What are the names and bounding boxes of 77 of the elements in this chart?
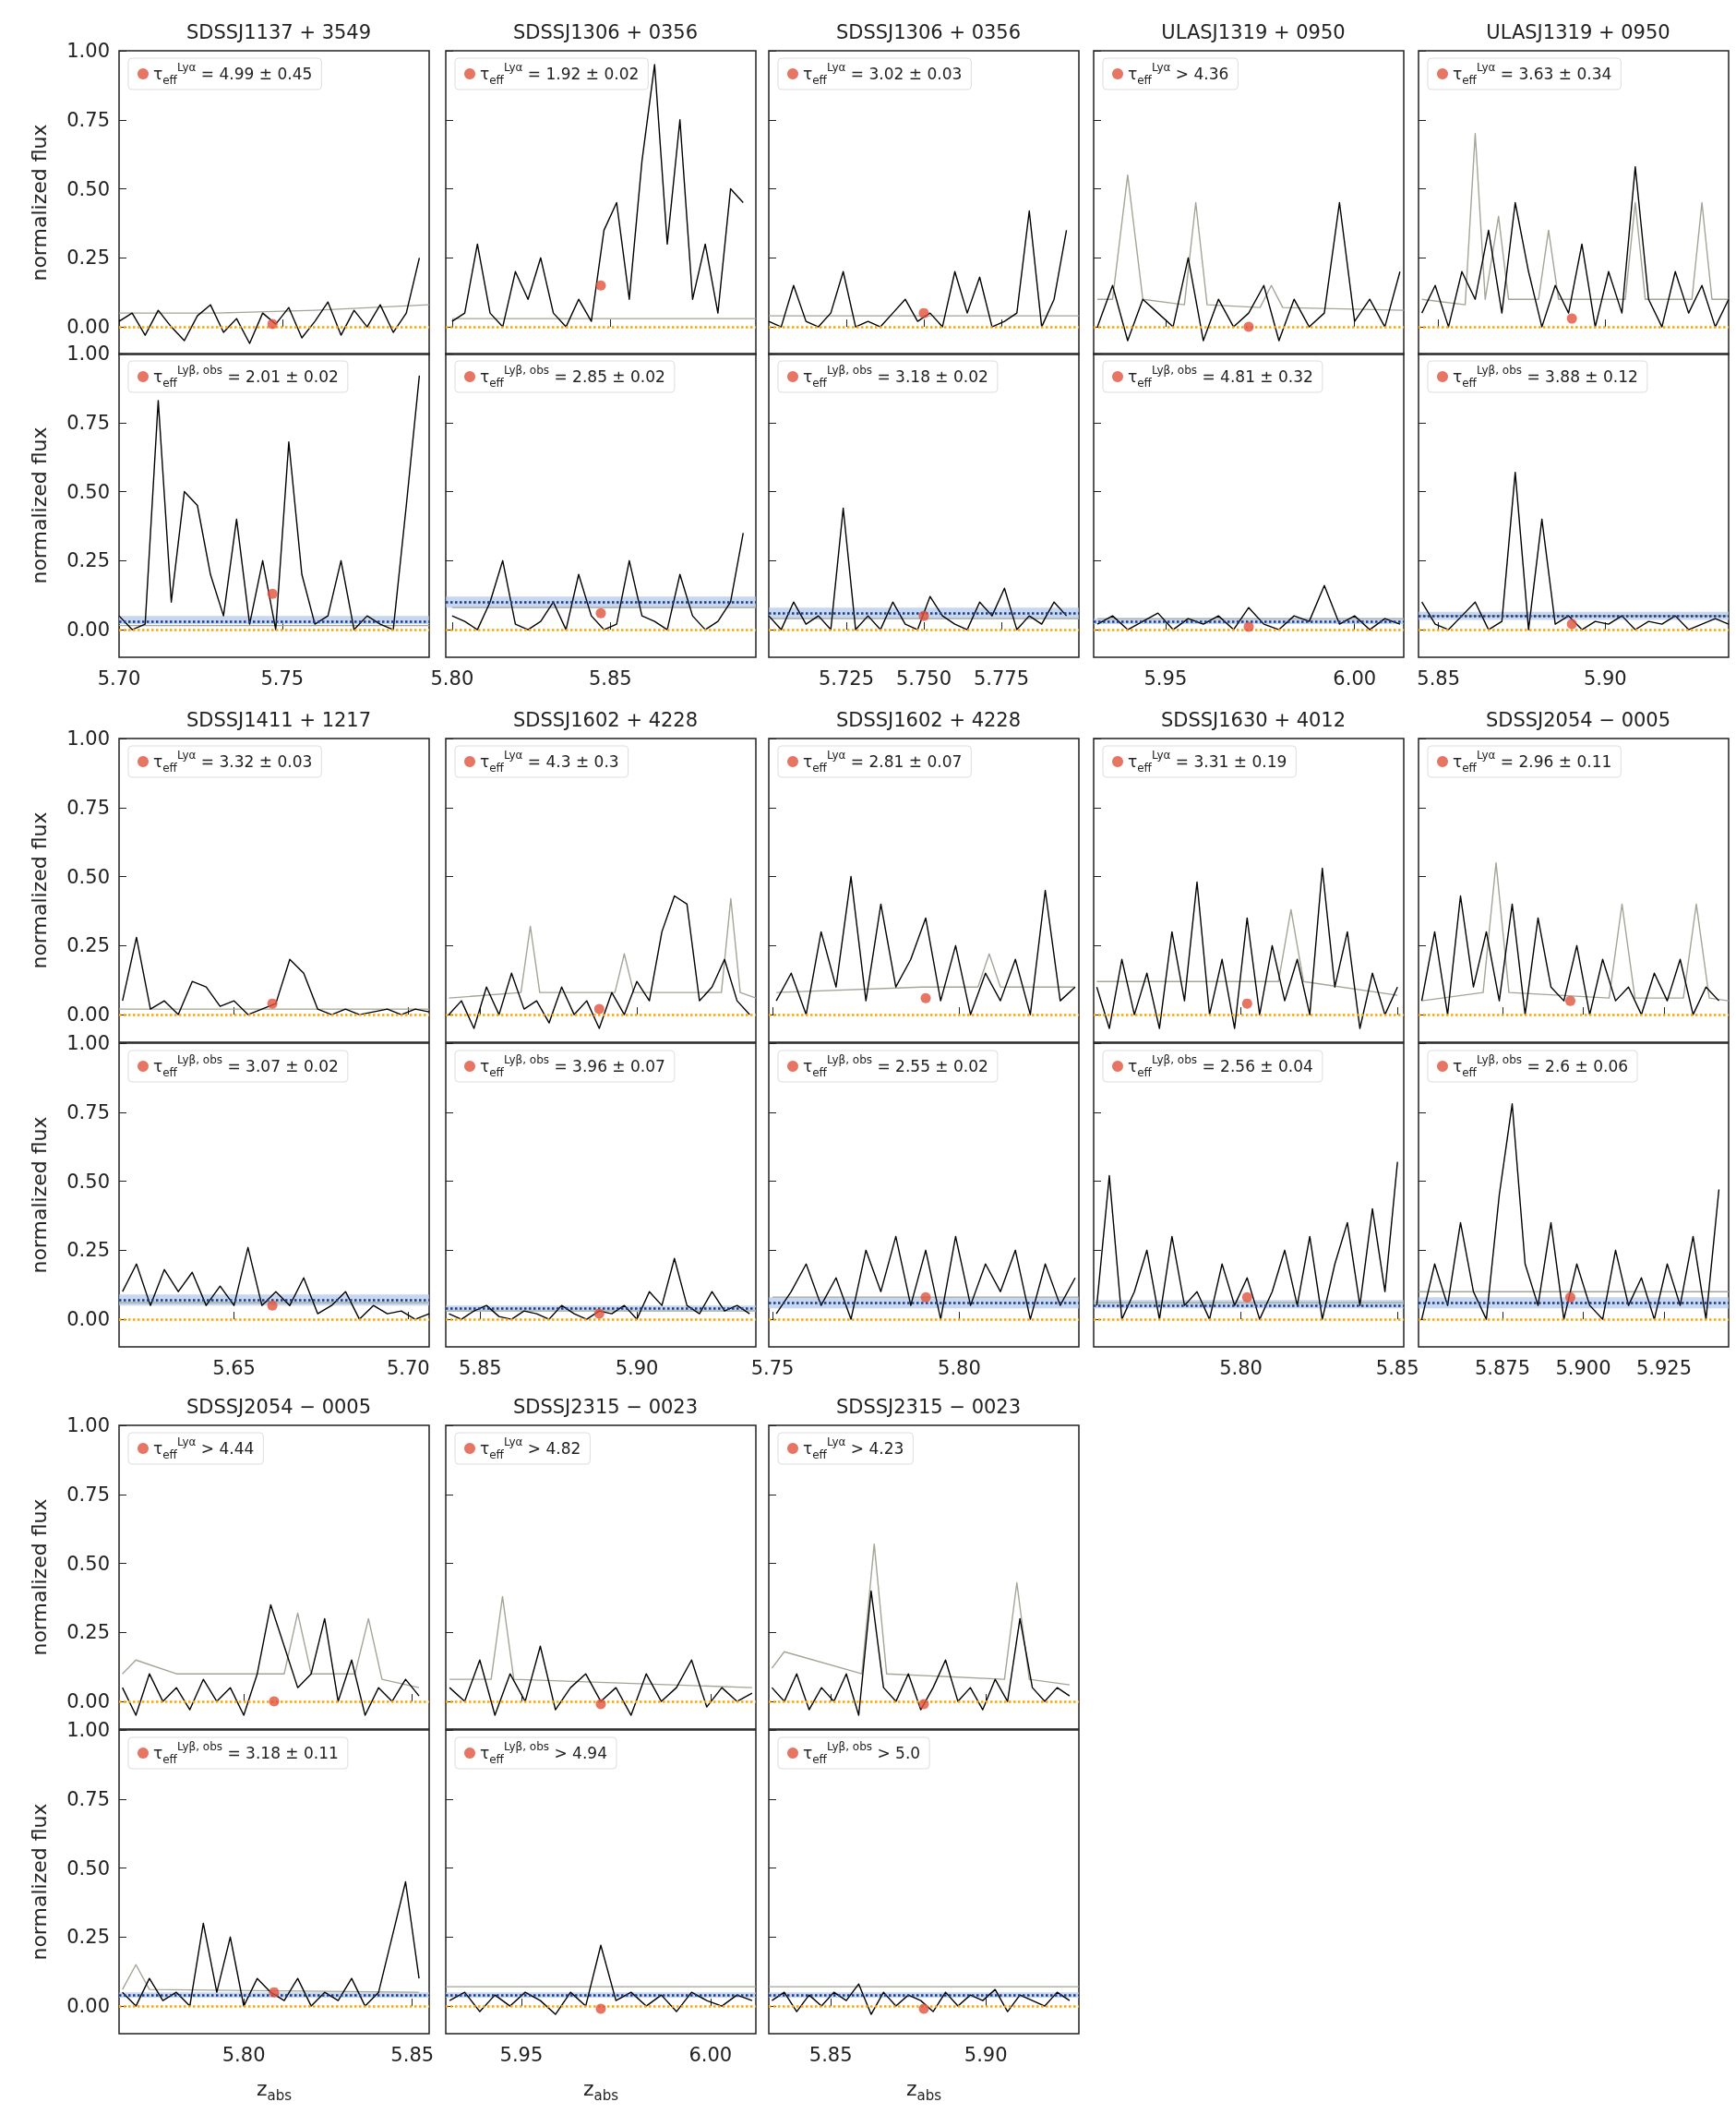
y-tick-label: 0.25 bbox=[66, 1926, 110, 1949]
y-tick-label: 0.25 bbox=[66, 549, 110, 572]
chart-title: SDSSJ2315 − 0023 bbox=[512, 1395, 699, 1418]
y-tick-label: 1.00 bbox=[66, 1032, 110, 1054]
y-tick-label: 1.00 bbox=[66, 40, 110, 62]
y-tick-label: 0.50 bbox=[66, 480, 110, 503]
x-tick-label: 5.70 bbox=[97, 667, 141, 690]
chart-title: ULASJ1319 + 0950 bbox=[1486, 20, 1670, 43]
y-axis-title: normalized flux bbox=[27, 1803, 51, 1961]
y-tick-label: 1.00 bbox=[66, 342, 110, 365]
y-tick-label: 1.00 bbox=[66, 1414, 110, 1436]
y-tick-label: 0.50 bbox=[66, 1170, 110, 1193]
chart-title: SDSSJ2054 − 0005 bbox=[186, 1395, 372, 1418]
x-tick-label: 5.90 bbox=[964, 2043, 1008, 2066]
y-tick-label: 0.50 bbox=[66, 865, 110, 888]
chart-title: SDSSJ1602 + 4228 bbox=[835, 708, 1022, 731]
y-tick-label: 0.75 bbox=[66, 796, 110, 819]
x-tick-label: 5.85 bbox=[808, 2043, 853, 2066]
y-tick-label: 0.50 bbox=[66, 177, 110, 200]
x-tick-label: 6.00 bbox=[688, 2043, 733, 2066]
x-tick-label: 5.925 bbox=[1635, 1356, 1693, 1379]
y-tick-label: 0.25 bbox=[66, 246, 110, 270]
x-tick-label: 5.90 bbox=[1583, 667, 1627, 690]
x-tick-label: 5.75 bbox=[260, 667, 305, 690]
x-tick-label: 5.95 bbox=[1143, 667, 1188, 690]
y-tick-label: 0.75 bbox=[66, 411, 110, 434]
y-tick-label: 0.00 bbox=[66, 1308, 110, 1331]
x-tick-label: 5.85 bbox=[458, 1356, 502, 1379]
y-axis-title: normalized flux bbox=[27, 124, 51, 282]
x-tick-label: 5.80 bbox=[430, 667, 474, 690]
x-tick-label: 5.80 bbox=[938, 1356, 981, 1379]
y-tick-label: 0.75 bbox=[66, 1100, 110, 1123]
x-tick-label: 5.85 bbox=[588, 667, 632, 690]
x-tick-label: 5.95 bbox=[499, 2043, 544, 2066]
x-tick-label: 5.80 bbox=[221, 2043, 266, 2066]
chart-title: SDSSJ1630 + 4012 bbox=[1160, 708, 1347, 731]
y-tick-label: 0.75 bbox=[66, 108, 110, 131]
y-axis-title: normalized flux bbox=[27, 1498, 51, 1656]
x-tick-label: 5.725 bbox=[818, 667, 875, 690]
x-tick-label: 5.90 bbox=[615, 1356, 659, 1379]
chart-title: SDSSJ1411 + 1217 bbox=[186, 708, 372, 731]
x-tick-label: 6.00 bbox=[1333, 667, 1377, 690]
chart-title: SDSSJ2054 − 0005 bbox=[1485, 708, 1671, 731]
x-tick-label: 5.65 bbox=[212, 1356, 256, 1379]
chart-title: SDSSJ1306 + 0356 bbox=[512, 20, 699, 43]
x-tick-label: 5.85 bbox=[1375, 1356, 1419, 1379]
y-tick-label: 0.00 bbox=[66, 1995, 110, 2018]
y-tick-label: 0.75 bbox=[66, 1787, 110, 1810]
y-axis-title: normalized flux bbox=[27, 1116, 51, 1274]
y-tick-label: 0.50 bbox=[66, 1552, 110, 1575]
y-tick-label: 0.75 bbox=[66, 1483, 110, 1506]
x-tick-label: 5.875 bbox=[1474, 1356, 1531, 1379]
x-tick-label: 5.775 bbox=[973, 667, 1030, 690]
x-tick-label: 5.900 bbox=[1555, 1356, 1611, 1379]
y-tick-label: 0.00 bbox=[66, 1690, 110, 1713]
y-tick-label: 0.00 bbox=[66, 619, 110, 642]
x-tick-label: 5.85 bbox=[1417, 667, 1461, 690]
y-tick-label: 1.00 bbox=[66, 1719, 110, 1741]
x-tick-label: 5.70 bbox=[386, 1356, 430, 1379]
chart-title: SDSSJ1137 + 3549 bbox=[186, 20, 372, 43]
y-tick-label: 0.25 bbox=[66, 1239, 110, 1262]
x-tick-label: 5.85 bbox=[390, 2043, 435, 2066]
chart-title: SDSSJ2315 − 0023 bbox=[835, 1395, 1022, 1418]
y-tick-label: 0.00 bbox=[66, 1003, 110, 1027]
x-tick-label: 5.75 bbox=[750, 1356, 795, 1379]
y-tick-label: 0.50 bbox=[66, 1856, 110, 1880]
x-tick-label: 5.80 bbox=[1219, 1356, 1263, 1379]
y-tick-label: 1.00 bbox=[66, 727, 110, 750]
y-tick-label: 0.00 bbox=[66, 316, 110, 339]
y-axis-title: normalized flux bbox=[27, 811, 51, 969]
y-tick-label: 0.25 bbox=[66, 934, 110, 957]
chart-title: SDSSJ1306 + 0356 bbox=[835, 20, 1022, 43]
x-tick-label: 5.750 bbox=[895, 667, 952, 690]
chart-title: ULASJ1319 + 0950 bbox=[1161, 20, 1346, 43]
y-axis-title: normalized flux bbox=[27, 426, 51, 584]
chart-title: SDSSJ1602 + 4228 bbox=[512, 708, 699, 731]
y-tick-label: 0.25 bbox=[66, 1621, 110, 1644]
